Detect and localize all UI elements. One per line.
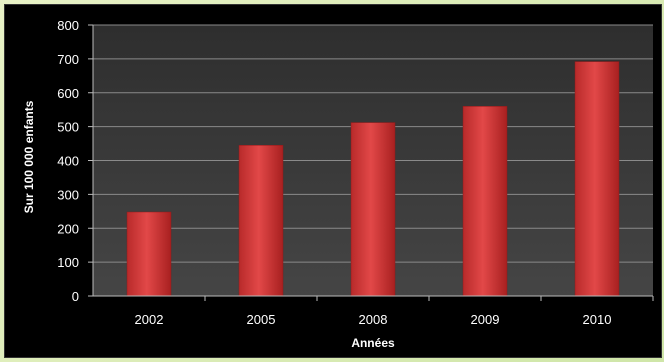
y-tick-label-500: 500 — [57, 120, 79, 135]
y-tick-label-800: 800 — [57, 18, 79, 33]
bar-chart: 0 100 200 300 400 500 600 700 800 2002 2005 2008 200… — [22, 18, 654, 350]
y-tick-label-100: 100 — [57, 255, 79, 270]
bar-2005 — [238, 145, 284, 297]
bar-2002 — [126, 211, 172, 297]
y-tick-label-300: 300 — [57, 187, 79, 202]
x-tick-label-2005: 2005 — [247, 312, 276, 327]
y-tick-label-0: 0 — [72, 289, 79, 304]
x-tick-label-2010: 2010 — [583, 312, 612, 327]
axes: 0 100 200 300 400 500 600 700 800 2002 2005 2008 200… — [57, 18, 654, 327]
y-tick-label-700: 700 — [57, 52, 79, 67]
x-axis-title: Années — [351, 336, 395, 350]
y-tick-label-400: 400 — [57, 154, 79, 169]
x-tick-label-2008: 2008 — [359, 312, 388, 327]
bar-2008 — [350, 122, 396, 297]
bar-2009 — [462, 106, 508, 297]
bar-2010 — [574, 61, 620, 297]
x-tick-label-2002: 2002 — [135, 312, 164, 327]
y-tick-label-200: 200 — [57, 221, 79, 236]
y-axis-title: Sur 100 000 enfants — [22, 100, 36, 213]
x-tick-label-2009: 2009 — [471, 312, 500, 327]
bars — [126, 61, 620, 297]
chart-frame: 0 100 200 300 400 500 600 700 800 2002 2005 2008 200… — [4, 4, 662, 358]
y-tick-label-600: 600 — [57, 86, 79, 101]
